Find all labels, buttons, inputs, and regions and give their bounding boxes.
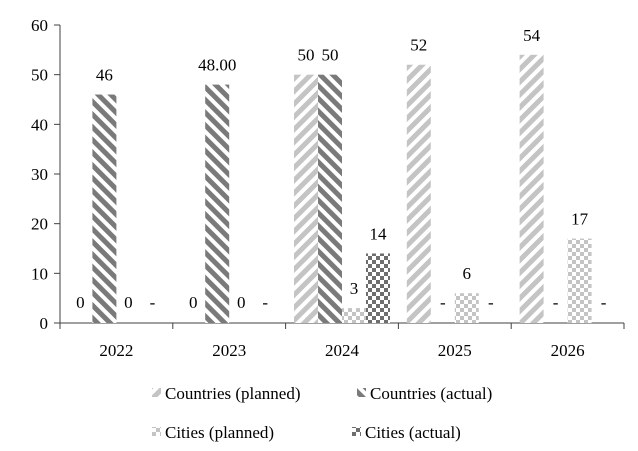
y-tick-label: 50 [31, 66, 48, 85]
data-label: 48.00 [198, 56, 236, 75]
legend-swatch [152, 388, 161, 397]
y-tick-label: 40 [31, 115, 48, 134]
data-label: - [150, 293, 156, 312]
bar [294, 74, 318, 324]
y-tick-label: 60 [31, 16, 48, 35]
x-tick-label: 2024 [325, 341, 360, 360]
data-label: 50 [322, 46, 339, 65]
y-tick-label: 0 [40, 314, 49, 333]
legend-swatch [152, 427, 161, 436]
data-label: 50 [298, 46, 315, 65]
data-label: - [553, 293, 559, 312]
bar [318, 74, 342, 324]
data-label: 0 [124, 293, 133, 312]
bar [342, 308, 366, 323]
data-label: 14 [370, 224, 388, 243]
legend-label: Cities (actual) [365, 423, 461, 442]
x-tick-label: 2025 [438, 341, 472, 360]
legend-label: Cities (planned) [165, 423, 274, 442]
legend-swatch [352, 427, 361, 436]
x-tick-label: 2022 [99, 341, 133, 360]
bar [567, 238, 592, 323]
y-tick-label: 20 [31, 215, 48, 234]
legend: Countries (planned) Countries (actual) Cit… [152, 384, 492, 442]
y-tick-label: 30 [31, 165, 48, 184]
bar [406, 64, 431, 323]
data-label: - [488, 293, 494, 312]
data-label: 0 [189, 293, 198, 312]
data-label: - [440, 293, 446, 312]
data-label: 46 [96, 66, 113, 85]
bar [92, 94, 117, 324]
legend-label: Countries (actual) [370, 384, 492, 403]
data-label: 0 [237, 293, 246, 312]
x-tick-label: 2026 [551, 341, 585, 360]
bar [519, 54, 544, 324]
data-label: - [262, 293, 268, 312]
bar [366, 253, 390, 323]
data-label: 0 [76, 293, 85, 312]
y-tick-label: 10 [31, 264, 48, 283]
data-label: 17 [571, 210, 589, 229]
data-label: 54 [523, 26, 541, 45]
y-axis: 0 10 20 30 40 50 60 [31, 16, 61, 333]
x-axis: 2022 2023 2024 2025 2026 [59, 322, 625, 360]
data-label: 3 [350, 279, 359, 298]
bars [92, 54, 592, 324]
legend-label: Countries (planned) [165, 384, 301, 403]
data-label: 6 [463, 264, 472, 283]
x-tick-label: 2023 [212, 341, 246, 360]
bar [205, 84, 230, 323]
legend-swatch [357, 388, 366, 397]
bar [454, 293, 479, 323]
data-label: - [601, 293, 607, 312]
data-label: 52 [410, 36, 427, 55]
